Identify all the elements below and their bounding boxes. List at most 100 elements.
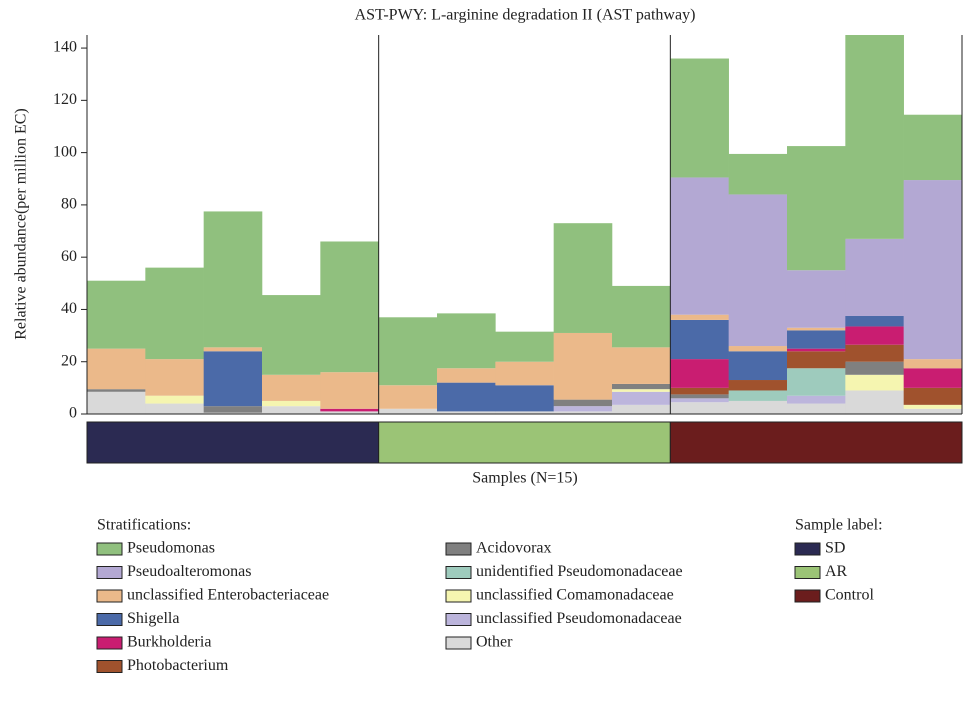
bar-segment (670, 319, 729, 360)
bar-segment (203, 412, 263, 414)
bar-segment (903, 368, 963, 388)
bar-segment (845, 238, 904, 316)
bar-segment (262, 400, 321, 407)
legend-swatch (445, 613, 472, 626)
legend-label: Pseudomonas (127, 540, 215, 557)
bar-segment (728, 351, 788, 381)
bar-segment (670, 177, 729, 315)
bar-segment (903, 408, 963, 414)
legend-swatch (445, 566, 472, 579)
bar-segment (612, 383, 671, 390)
bar-segment (203, 406, 263, 413)
legend-swatch (445, 636, 472, 650)
bar-segment (903, 359, 963, 369)
chart-title: AST-PWY: L-arginine degradation II (AST … (355, 7, 696, 24)
bar-segment (903, 387, 963, 405)
legend-swatch (96, 660, 123, 673)
bar-segment (612, 389, 671, 392)
bar-segment (145, 403, 204, 414)
bar-segment (612, 404, 671, 414)
bar-segment (203, 347, 263, 352)
bar-segment (787, 146, 846, 271)
bar-segment (495, 411, 554, 414)
bar-segment (262, 374, 321, 401)
bar-segment (845, 315, 904, 327)
bar-segment (378, 385, 438, 409)
bar-segment (787, 327, 846, 331)
legend-label: Shigella (127, 610, 179, 627)
legend-swatch (96, 636, 123, 650)
bar-segment (378, 317, 438, 386)
legend-swatch (96, 613, 123, 626)
bar-segment (553, 399, 613, 407)
bar-segment (787, 368, 846, 396)
sample-legend-swatch (794, 542, 821, 556)
bar-segment (553, 411, 613, 414)
legend-label: unclassified Pseudomonadaceae (476, 610, 682, 627)
bar-segment (670, 58, 729, 178)
bar-segment (612, 285, 671, 348)
bar-segment (728, 153, 788, 195)
bar-segment (903, 404, 963, 409)
bar-segment (320, 241, 379, 373)
y-tick-label: 120 (53, 91, 77, 108)
y-axis-title: Relative abundance(per million EC) (13, 108, 30, 339)
bar-segment (845, 390, 904, 414)
bar-segment (437, 411, 496, 414)
bar-segment (903, 114, 963, 181)
bar-segment (87, 389, 146, 392)
legend-label: Burkholderia (127, 634, 211, 651)
legend-title: Stratifications: (97, 517, 191, 534)
bar-segment (787, 351, 846, 369)
bar-segment (845, 35, 904, 239)
bar-segment (553, 223, 613, 333)
bar-segment (845, 361, 904, 375)
bar-segment (320, 411, 379, 414)
bar-segment (670, 394, 729, 399)
bar-segment (845, 326, 904, 345)
bar-segment (437, 368, 496, 383)
legend-label: Other (476, 634, 513, 651)
sample-legend-label: Control (825, 587, 874, 604)
bar-segment (495, 385, 554, 412)
y-tick-label: 80 (61, 196, 77, 213)
legend-label: Pseudoalteromonas (127, 563, 251, 580)
sample-group-bar (86, 421, 380, 464)
bar-segment (670, 387, 729, 395)
bar-segment (378, 408, 438, 414)
bar-segment (203, 211, 263, 348)
y-tick-label: 20 (61, 352, 77, 369)
bar-segment (787, 270, 846, 328)
legend-label: Acidovorax (476, 540, 552, 557)
legend-swatch (96, 566, 123, 579)
legend-swatch (445, 542, 472, 556)
bar-segment (728, 380, 788, 391)
bar-segment (845, 344, 904, 362)
bar-segment (437, 313, 496, 369)
y-tick-label: 40 (61, 300, 77, 317)
x-axis-title: Samples (N=15) (472, 470, 577, 487)
bar-segment (145, 359, 204, 396)
bar-segment (553, 406, 613, 412)
bar-segment (845, 374, 904, 391)
bar-segment (320, 372, 379, 409)
y-tick-label: 0 (69, 405, 77, 422)
legend-label: Photobacterium (127, 657, 229, 674)
bar-segment (670, 314, 729, 320)
bar-segment (87, 391, 146, 414)
y-tick-label: 100 (53, 143, 77, 160)
bar-segment (87, 348, 146, 390)
sample-legend-swatch (794, 589, 821, 603)
sample-legend-swatch (794, 566, 821, 579)
bar-segment (612, 347, 671, 384)
bar-segment (787, 330, 846, 349)
bar-segment (262, 406, 321, 414)
bar-segment (728, 346, 788, 352)
legend-swatch (445, 589, 472, 603)
bar-segment (612, 391, 671, 405)
bar-segment (495, 331, 554, 362)
bar-segment (670, 402, 729, 414)
bar-segment (203, 351, 263, 407)
bar-segment (262, 295, 321, 375)
